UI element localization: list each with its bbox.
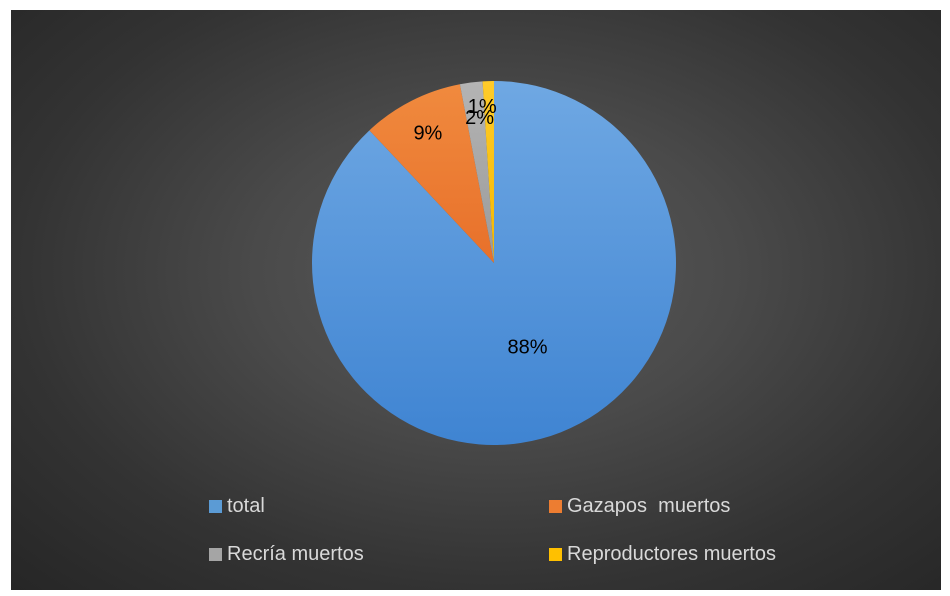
- chart-area: 88% 9% 2% 1% total Gazapos muertos Recría m…: [11, 10, 941, 590]
- data-label-total: 88%: [507, 337, 547, 359]
- pie-slice-recria-muertos: [459, 81, 494, 264]
- pie-slice-total: [311, 81, 677, 446]
- data-label-recria-muertos: 2%: [465, 107, 494, 129]
- data-label-reproductores-muertos: 1%: [468, 96, 497, 118]
- data-label-gazapos-muertos: 9%: [413, 122, 442, 144]
- pie-slice-gazapos-muertos: [369, 84, 494, 263]
- pie-chart: 88% 9% 2%1%: [311, 81, 677, 446]
- pie-slice-reproductores-muertos: [482, 81, 494, 263]
